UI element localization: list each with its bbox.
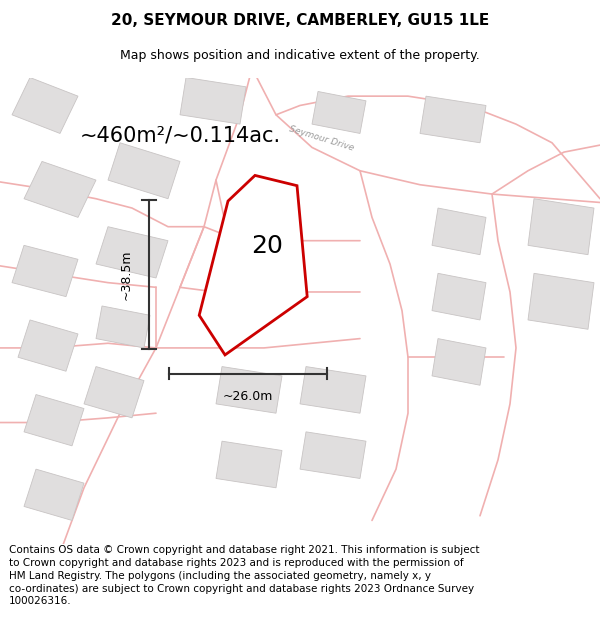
Polygon shape — [216, 441, 282, 488]
Text: ~460m²/~0.114ac.: ~460m²/~0.114ac. — [79, 126, 281, 146]
Polygon shape — [312, 91, 366, 134]
Polygon shape — [180, 78, 246, 124]
Text: Seymour Drive: Seymour Drive — [287, 124, 355, 152]
Polygon shape — [84, 367, 144, 418]
Polygon shape — [24, 394, 84, 446]
Polygon shape — [108, 142, 180, 199]
Polygon shape — [199, 176, 307, 355]
Polygon shape — [18, 320, 78, 371]
Polygon shape — [216, 367, 282, 413]
Text: Map shows position and indicative extent of the property.: Map shows position and indicative extent… — [120, 49, 480, 62]
Polygon shape — [96, 306, 150, 348]
Polygon shape — [24, 469, 84, 521]
Polygon shape — [432, 339, 486, 385]
Text: 20, SEYMOUR DRIVE, CAMBERLEY, GU15 1LE: 20, SEYMOUR DRIVE, CAMBERLEY, GU15 1LE — [111, 12, 489, 28]
Polygon shape — [432, 273, 486, 320]
Text: Contains OS data © Crown copyright and database right 2021. This information is : Contains OS data © Crown copyright and d… — [9, 545, 479, 606]
Text: ~26.0m: ~26.0m — [223, 391, 273, 403]
Text: 20: 20 — [251, 234, 283, 258]
Polygon shape — [24, 161, 96, 217]
Polygon shape — [528, 273, 594, 329]
Polygon shape — [96, 227, 168, 278]
Polygon shape — [432, 208, 486, 254]
Polygon shape — [12, 78, 78, 134]
Polygon shape — [420, 96, 486, 142]
Polygon shape — [12, 246, 78, 297]
Text: ~38.5m: ~38.5m — [119, 249, 133, 299]
Polygon shape — [528, 199, 594, 254]
Polygon shape — [300, 432, 366, 479]
Polygon shape — [300, 367, 366, 413]
